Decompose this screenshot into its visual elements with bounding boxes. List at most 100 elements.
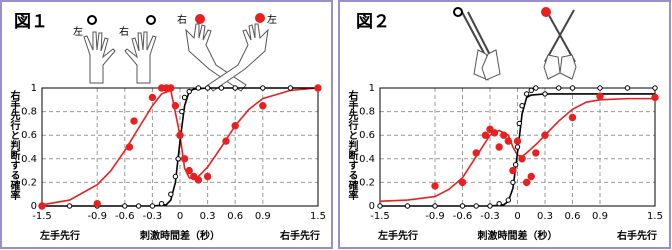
fit-curve (41, 87, 319, 206)
data-point (38, 202, 46, 210)
data-point (195, 85, 202, 91)
data-point (533, 85, 539, 91)
panel-frame (0, 0, 333, 249)
x-tick-label: 0.9 (255, 211, 271, 222)
annotation: 左 (267, 13, 277, 26)
x-axis-label: 刺激時間差（秒） (139, 229, 220, 242)
data-point (527, 172, 535, 181)
data-point (512, 162, 519, 168)
data-point (93, 199, 101, 208)
panel-title: 図２ (356, 12, 390, 32)
data-point (194, 176, 203, 184)
x-tick-label: 0.9 (592, 211, 608, 222)
y-tick-label: 0.6 (359, 130, 375, 141)
y-tick-label: 0.8 (359, 107, 375, 118)
x-tick-label: 0 (177, 211, 183, 222)
annotation: 右 (177, 13, 187, 26)
data-point (180, 155, 189, 163)
annotation: 右 (119, 25, 129, 38)
x-tick-label: 0.6 (227, 211, 243, 222)
data-point (458, 178, 467, 187)
data-point (516, 120, 523, 127)
x-tick-label: -0.3 (480, 211, 500, 222)
data-point (505, 197, 512, 203)
plot-frame (41, 87, 319, 207)
data-point (495, 143, 503, 151)
data-point (652, 85, 658, 91)
data-point (218, 85, 225, 91)
x-tick-label: -0.9 (87, 211, 107, 222)
data-point (472, 149, 480, 157)
x-tick-label: -1.5 (32, 211, 52, 222)
y-tick-label: 0 (369, 201, 375, 212)
x-tick-label: -0.6 (115, 211, 135, 222)
plot-frame (379, 87, 656, 207)
data-point (222, 137, 230, 145)
data-point (487, 203, 493, 209)
data-point (597, 85, 603, 91)
data-point (175, 156, 181, 162)
data-point (490, 129, 499, 137)
data-point (432, 203, 438, 209)
data-point (569, 85, 576, 91)
x-tick-label: -0.6 (453, 211, 473, 222)
y-tick-label: 0.2 (359, 177, 375, 188)
data-point (158, 200, 165, 207)
y-tick-label: 0.6 (21, 130, 37, 141)
data-point (176, 131, 184, 139)
data-point (287, 85, 294, 91)
y-tick-label: 0.4 (359, 154, 375, 165)
data-point (596, 92, 604, 100)
data-point (122, 203, 128, 209)
data-point (185, 166, 193, 175)
data-point (556, 85, 562, 91)
data-point (513, 137, 522, 145)
data-point (481, 131, 490, 139)
data-point (231, 122, 239, 130)
data-point (473, 203, 479, 209)
data-point (232, 85, 238, 91)
data-point (168, 191, 174, 197)
data-point (130, 117, 138, 125)
data-point (149, 203, 156, 209)
y-tick-label: 0.8 (21, 107, 37, 118)
data-point (532, 149, 540, 157)
x-axis-label: 右手先行 (616, 229, 657, 242)
data-point (259, 102, 267, 110)
data-point (541, 131, 549, 139)
data-point (135, 203, 142, 209)
y-axis-label: 右手先行と判断する確率 (346, 89, 359, 201)
x-tick-label: 1.5 (647, 211, 663, 222)
data-point (181, 94, 188, 101)
data-point (518, 155, 526, 163)
y-axis-label: 右手先行と判断する確率 (8, 89, 21, 201)
data-point (504, 137, 513, 145)
data-point (651, 93, 659, 102)
data-point (167, 84, 175, 92)
data-point (148, 93, 157, 102)
data-point (203, 172, 212, 181)
x-tick-label: 0.6 (565, 211, 581, 222)
x-tick-label: 0 (514, 211, 520, 222)
data-point (172, 173, 179, 180)
data-point (510, 179, 516, 186)
data-point (125, 143, 134, 151)
x-tick-label: -0.3 (143, 211, 163, 222)
y-tick-label: 0 (31, 201, 37, 212)
data-point (404, 203, 411, 209)
data-point (522, 178, 531, 187)
x-tick-label: -0.9 (425, 211, 445, 222)
x-tick-label: -1.5 (370, 211, 390, 222)
y-tick-label: 1 (31, 83, 37, 94)
data-point (509, 166, 517, 175)
data-point (542, 91, 548, 97)
y-tick-label: 0.2 (21, 177, 37, 188)
data-point (66, 203, 73, 209)
panel-title: 図１ (14, 12, 48, 32)
x-axis-label: 刺激時間差（秒） (477, 229, 558, 242)
y-tick-label: 0.4 (21, 154, 37, 165)
data-point (459, 203, 466, 209)
x-tick-label: 0.3 (200, 211, 216, 222)
data-point (568, 113, 577, 122)
